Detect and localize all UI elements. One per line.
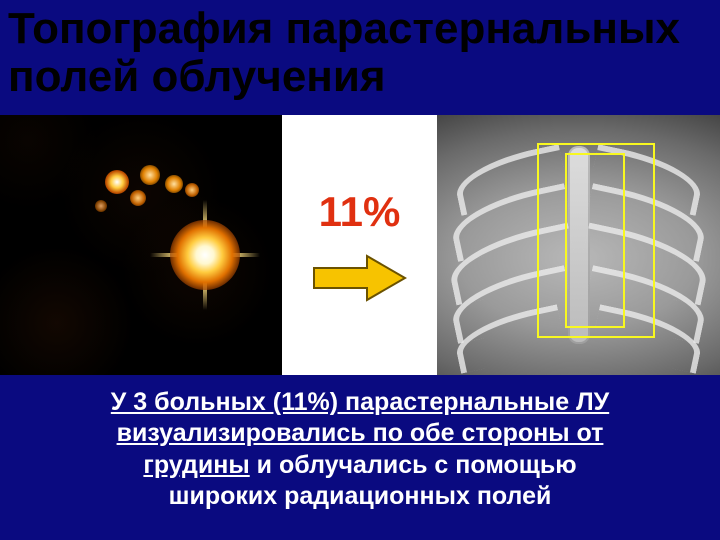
- image-row: 11%: [0, 115, 720, 375]
- scint-hotspot: [140, 165, 160, 185]
- scint-hotspot: [95, 200, 107, 212]
- scint-hotspot: [185, 183, 199, 197]
- caption-line2: визуализировались по обе стороны от: [117, 419, 604, 447]
- caption-line3a: грудины: [143, 451, 249, 479]
- scint-main-hotspot: [170, 220, 240, 290]
- caption-line4: широких радиационных полей: [169, 482, 552, 510]
- caption-line3b: и облучались с помощью: [250, 451, 577, 479]
- middle-panel: 11%: [282, 115, 437, 375]
- scint-noise: [0, 115, 282, 375]
- scintigraphy-image: [0, 115, 282, 375]
- caption-text: У 3 больных (11%) парастернальные ЛУ виз…: [40, 387, 680, 512]
- scint-hotspot: [165, 175, 183, 193]
- field-box-inner: [565, 153, 625, 328]
- slide-title: Топография парастернальных полей облучен…: [8, 5, 712, 102]
- scint-hotspot: [105, 170, 129, 194]
- arrow-shape: [314, 256, 405, 300]
- caption-line1: У 3 больных (11%) парастернальные ЛУ: [111, 388, 609, 416]
- scint-hotspot: [130, 190, 146, 206]
- ct-image: [437, 115, 720, 375]
- arrow-right-icon: [312, 254, 407, 302]
- percentage-label: 11%: [319, 188, 401, 236]
